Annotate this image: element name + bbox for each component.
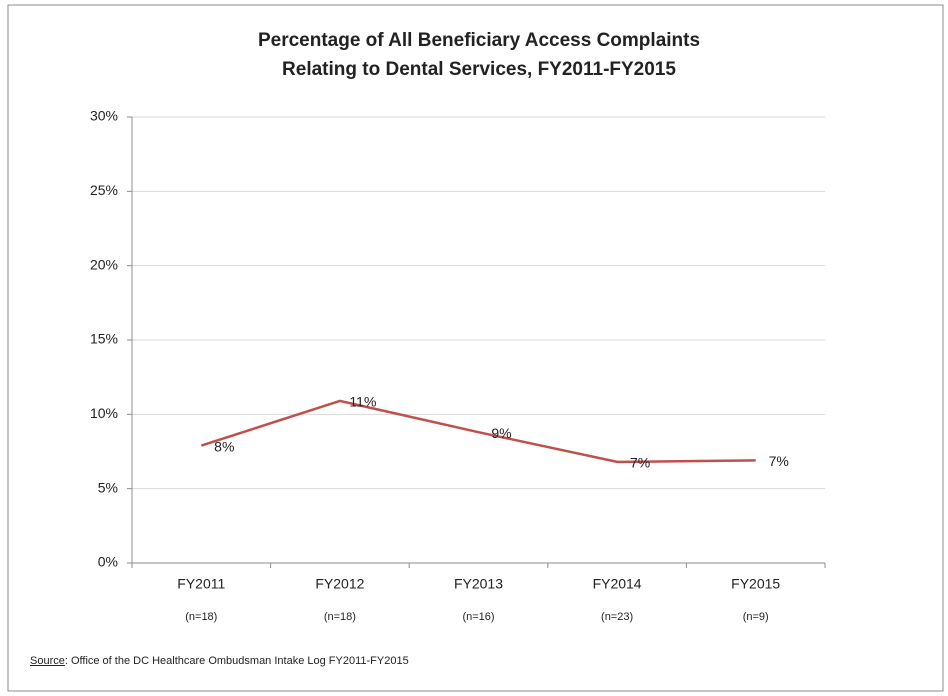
data-label: 9% (491, 425, 511, 441)
x-tick-sublabel: (n=18) (324, 611, 356, 623)
y-tick-label: 20% (90, 256, 118, 272)
data-line (200, 399, 756, 464)
y-tick-label: 25% (90, 182, 118, 198)
x-tick-label: FY2014 (593, 576, 642, 592)
source-note: Source: Office of the DC Healthcare Ombu… (30, 654, 470, 669)
x-tick-sublabel: (n=18) (185, 611, 217, 623)
chart-title: Relating to Dental Services, FY2011-FY20… (282, 59, 676, 80)
y-tick-label: 0% (98, 554, 118, 570)
x-tick-sublabel: (n=9) (743, 611, 769, 623)
source-label: Source (30, 655, 65, 667)
y-tick-label: 30% (90, 108, 118, 124)
y-tick-label: 10% (90, 405, 118, 421)
x-tick-label: FY2013 (454, 576, 503, 592)
source-text: : Office of the DC Healthcare Ombudsman … (64, 655, 409, 667)
data-label: 7% (769, 453, 789, 469)
data-label: 11% (349, 394, 376, 410)
x-tick-sublabel: (n=16) (462, 611, 494, 623)
data-label: 7% (630, 455, 650, 471)
y-tick-label: 15% (90, 331, 118, 347)
x-tick-label: FY2015 (731, 576, 780, 592)
x-tick-sublabel: (n=23) (601, 611, 633, 623)
data-label: 8% (214, 438, 234, 454)
chart-title: Percentage of All Beneficiary Access Com… (258, 30, 700, 51)
y-tick-label: 5% (98, 479, 118, 495)
x-tick-label: FY2012 (315, 576, 364, 592)
x-tick-label: FY2011 (177, 576, 225, 592)
chart-border (7, 4, 944, 692)
